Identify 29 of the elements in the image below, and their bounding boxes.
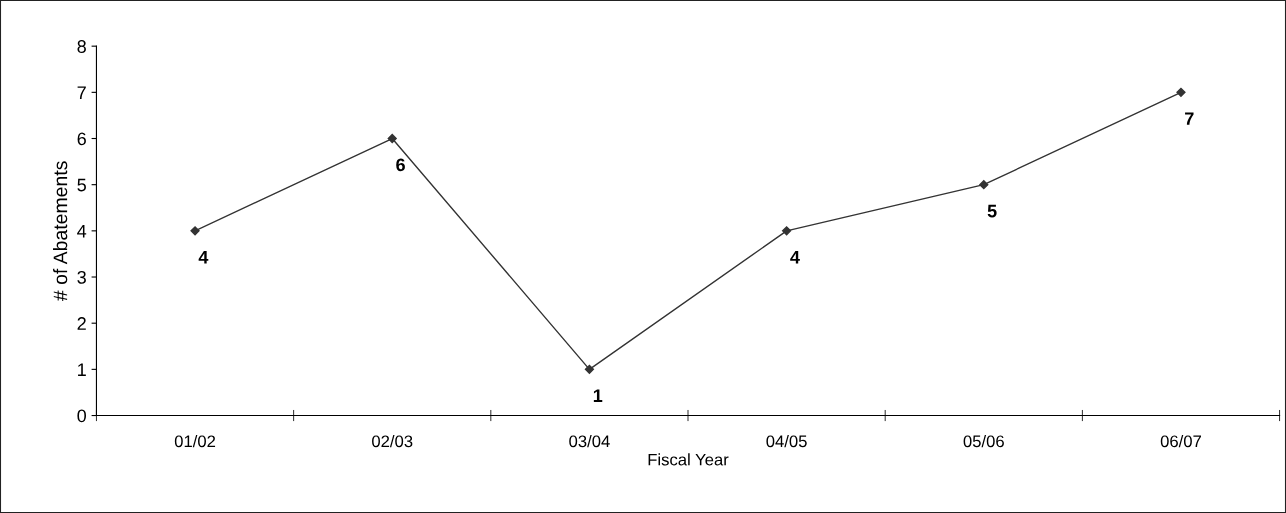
point bbox=[1176, 87, 1186, 97]
data-label: 4 bbox=[198, 250, 209, 264]
data-label: 6 bbox=[396, 158, 405, 172]
y-tick-label: 1 bbox=[78, 363, 86, 376]
x-axis-title: Fiscal Year bbox=[648, 453, 729, 466]
data-label: 5 bbox=[987, 204, 997, 218]
y-axis-title: # of Abatements bbox=[53, 161, 68, 302]
point bbox=[584, 364, 595, 374]
x-tick-label: 04/05 bbox=[766, 434, 807, 448]
point bbox=[190, 226, 200, 236]
y-tick-label: 2 bbox=[77, 317, 86, 330]
x-tick-label: 02/03 bbox=[372, 434, 413, 448]
data-label: 4 bbox=[790, 250, 800, 264]
x-tick-label: 03/04 bbox=[569, 434, 610, 448]
y-tick-label: 7 bbox=[77, 86, 86, 99]
x-tick-label: 01/02 bbox=[174, 434, 216, 448]
y-tick-label: 4 bbox=[77, 224, 87, 238]
point bbox=[979, 180, 989, 190]
y-tick-label: 8 bbox=[77, 40, 86, 53]
y-tick-label: 6 bbox=[77, 132, 86, 146]
y-tick-label: 0 bbox=[77, 409, 87, 423]
x-tick-label: 05/06 bbox=[963, 434, 1004, 448]
data-label: 7 bbox=[1185, 112, 1194, 125]
y-tick-label: 3 bbox=[77, 270, 86, 284]
point bbox=[387, 133, 397, 144]
x-tick-label: 06/07 bbox=[1160, 434, 1201, 448]
point bbox=[781, 226, 792, 236]
y-tick-label: 5 bbox=[77, 178, 86, 192]
data-label: 1 bbox=[593, 389, 603, 402]
